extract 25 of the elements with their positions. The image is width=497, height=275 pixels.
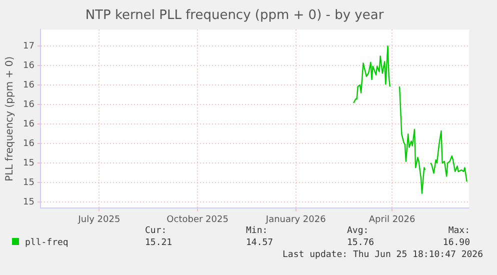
y-tick-label: 16	[23, 80, 35, 90]
chart-title: NTP kernel PLL frequency (ppm + 0) - by year	[85, 8, 384, 24]
y-tick-label: 17	[23, 41, 34, 52]
y-tick-label: 15	[23, 158, 34, 168]
text: 15.21	[145, 238, 174, 248]
text: Min:	[246, 226, 269, 236]
text: Cur:	[145, 226, 168, 236]
text: 16.90	[442, 238, 470, 248]
text: Avg:	[347, 226, 370, 236]
y-tick-label: 15	[23, 178, 34, 188]
y-tick-label: 16	[23, 119, 35, 130]
text: Max:	[447, 226, 470, 236]
x-tick-label: July 2025	[77, 214, 120, 225]
y-tick-label: 16	[23, 100, 35, 110]
text: 15.76	[347, 238, 374, 248]
x-tick-label: January 2026	[264, 214, 326, 225]
x-tick-label: April 2026	[368, 214, 416, 225]
y-tick-label: 16	[23, 138, 35, 149]
y-axis-title: PLL frequency (ppm + 0)	[4, 56, 16, 182]
x-tick-label: October 2025	[166, 214, 228, 225]
y-tick-label: 16	[23, 60, 35, 71]
text: Last update: Thu Jun 25 18:10:47 2026	[282, 250, 483, 260]
legend-label: pll-freq	[25, 238, 68, 248]
text: 14.57	[246, 238, 274, 248]
y-tick-label: 15	[23, 197, 34, 208]
